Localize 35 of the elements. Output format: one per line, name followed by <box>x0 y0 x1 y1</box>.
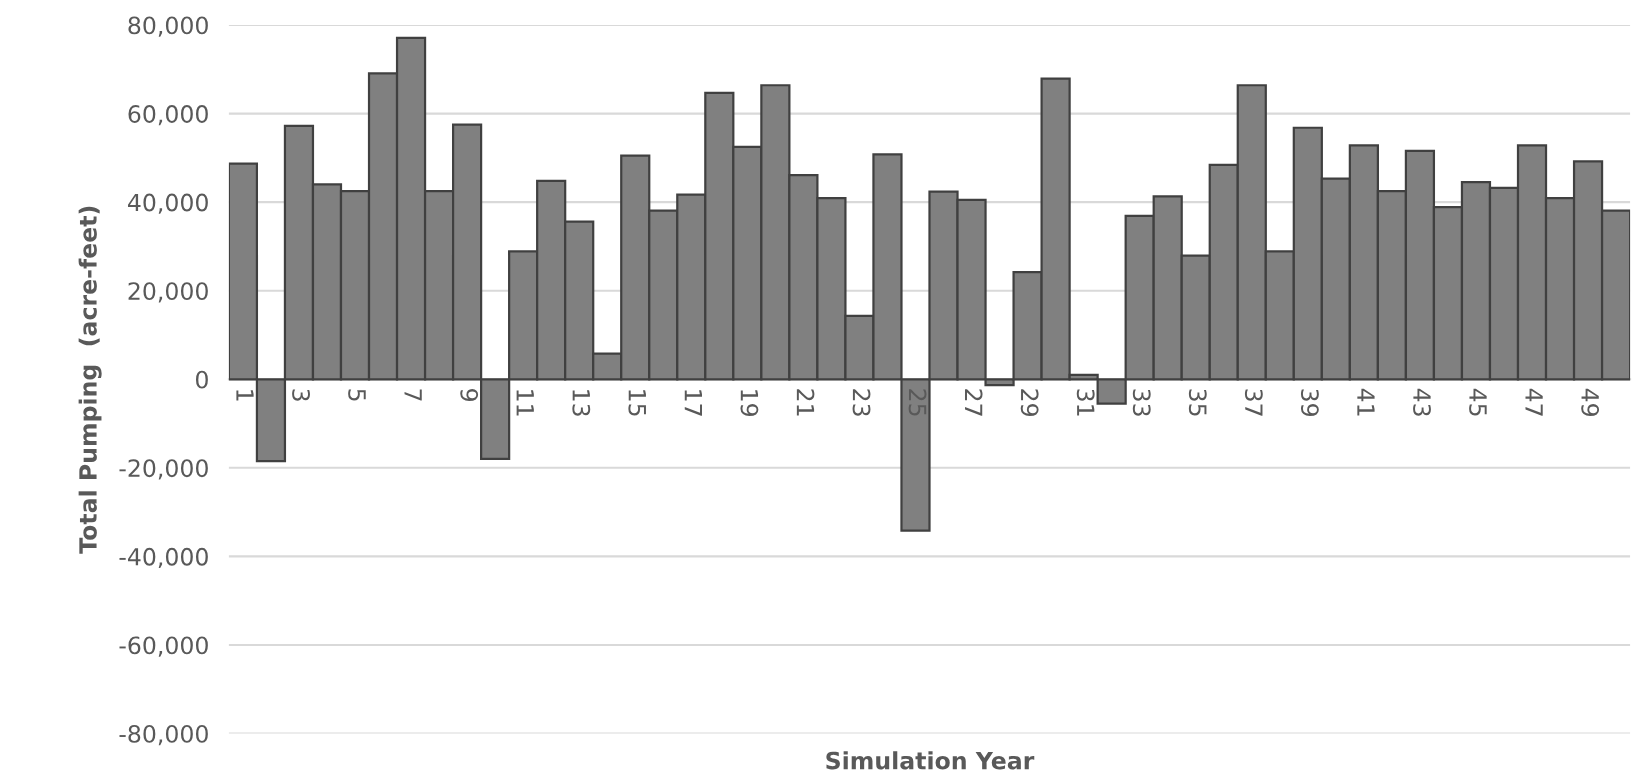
x-tick-label: 19 <box>740 390 759 416</box>
y-tick-label: -80,000 <box>119 724 208 746</box>
x-tick-label: 47 <box>1525 388 1543 416</box>
x-tick-label: 29 <box>1020 389 1039 416</box>
x-tick-label: 39 <box>1300 389 1319 416</box>
x-tick-label: 3 <box>292 389 310 401</box>
x-tick-label: 17 <box>684 390 702 416</box>
x-tick-label: 41 <box>1357 388 1375 416</box>
x-tick-label: 9 <box>460 389 479 401</box>
x-tick-label: 15 <box>628 390 646 416</box>
x-tick-label: 13 <box>572 390 591 416</box>
y-tick-label: 80,000 <box>128 16 208 37</box>
x-tick-label: 11 <box>516 390 534 416</box>
x-tick-label: 37 <box>1244 389 1263 416</box>
x-tick-label: 1 <box>236 390 254 401</box>
y-tick-label: 20,000 <box>128 282 208 303</box>
y-axis-title: Total Pumping (acre-feet) <box>78 206 102 554</box>
x-axis-title: Simulation Year <box>826 751 1035 770</box>
x-tick-label: 43 <box>1413 388 1431 416</box>
y-tick-label: -40,000 <box>119 547 208 569</box>
y-tick-label: 60,000 <box>128 105 208 126</box>
x-tick-label: 23 <box>852 389 871 416</box>
y-tick-label: -20,000 <box>119 459 208 480</box>
x-tick-label: 33 <box>1132 389 1151 416</box>
x-tick-label: 5 <box>348 389 366 401</box>
y-tick-label: -60,000 <box>119 636 208 657</box>
x-tick-label: 27 <box>965 389 983 416</box>
x-tick-label: 31 <box>1076 389 1095 416</box>
y-tick-label: 40,000 <box>127 193 208 214</box>
x-tick-label: 7 <box>404 389 422 401</box>
x-tick-label: 45 <box>1469 388 1487 416</box>
x-tick-label: 35 <box>1188 389 1207 416</box>
x-tick-label: 21 <box>796 389 815 416</box>
y-tick-label: 0 <box>195 370 208 389</box>
x-tick-label: 49 <box>1581 388 1600 416</box>
